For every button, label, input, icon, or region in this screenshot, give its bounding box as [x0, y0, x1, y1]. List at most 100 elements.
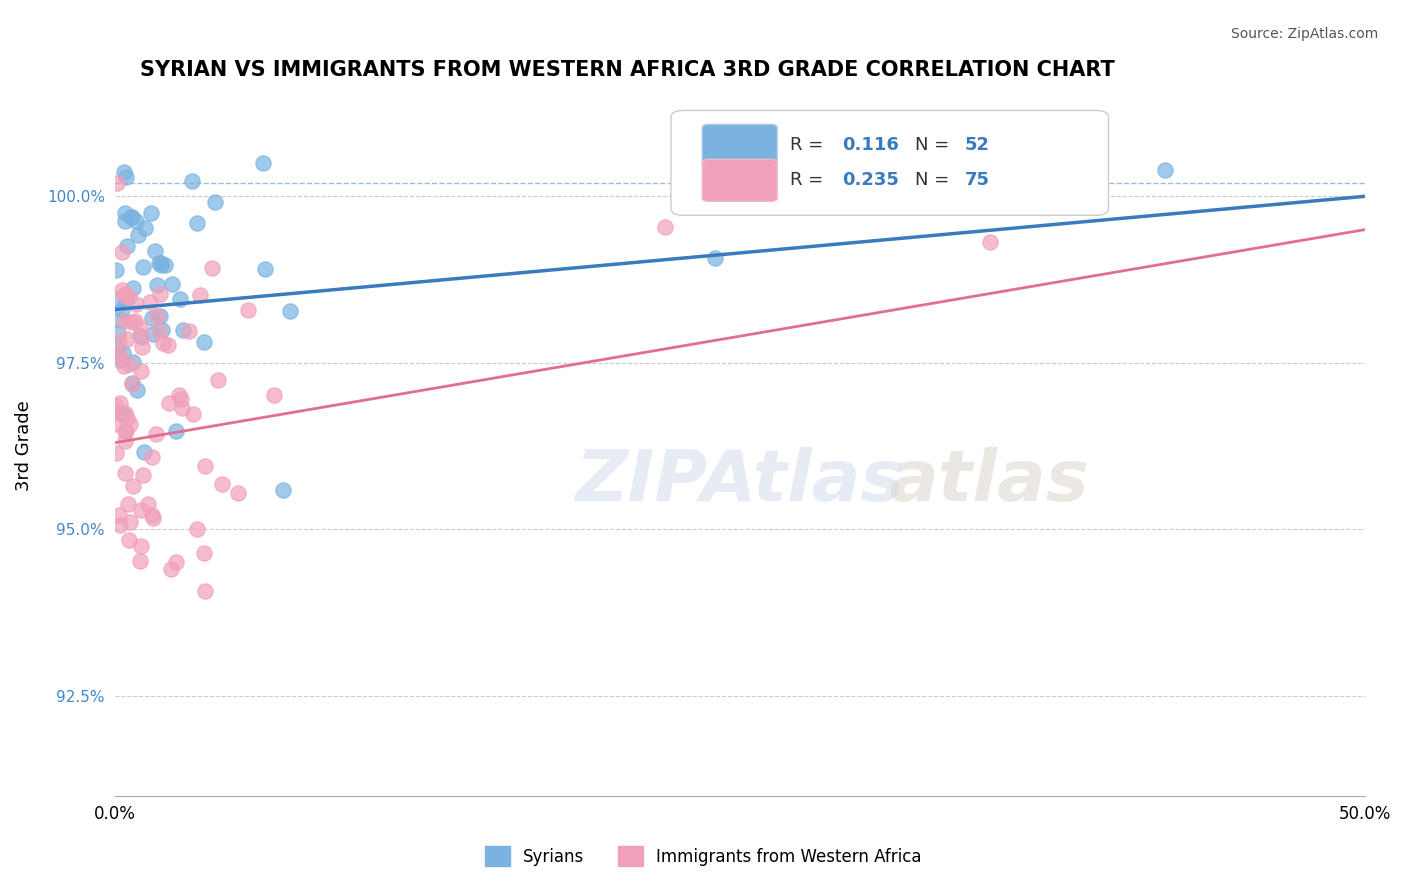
Point	[104, 417, 127, 431]
Point	[134, 221, 156, 235]
Point	[108, 353, 131, 368]
Point	[170, 392, 193, 407]
Text: R =: R =	[790, 171, 828, 189]
Point	[122, 479, 145, 493]
Text: Source: ZipAtlas.com: Source: ZipAtlas.com	[1230, 27, 1378, 41]
Point	[128, 329, 150, 343]
Point	[142, 327, 165, 342]
Point	[114, 293, 136, 308]
Point	[167, 388, 190, 402]
Point	[193, 334, 215, 349]
Text: 75: 75	[965, 171, 990, 189]
Text: ZIPAtlas: ZIPAtlas	[575, 447, 904, 516]
FancyBboxPatch shape	[702, 160, 778, 202]
Point	[114, 434, 136, 449]
Point	[157, 338, 180, 352]
Text: N =: N =	[915, 136, 955, 154]
Point	[115, 424, 138, 438]
Text: R =: R =	[790, 136, 828, 154]
Point	[112, 359, 135, 373]
Point	[129, 503, 152, 517]
Point	[112, 288, 135, 302]
Point	[180, 174, 202, 188]
Point	[108, 312, 131, 326]
Point	[148, 256, 170, 270]
Point	[125, 214, 148, 228]
Point	[129, 364, 152, 378]
Text: SYRIAN VS IMMIGRANTS FROM WESTERN AFRICA 3RD GRADE CORRELATION CHART: SYRIAN VS IMMIGRANTS FROM WESTERN AFRICA…	[139, 60, 1115, 79]
Point	[121, 376, 143, 391]
Point	[120, 211, 142, 225]
Point	[186, 522, 208, 536]
Point	[114, 406, 136, 420]
Point	[136, 497, 159, 511]
Point	[654, 220, 676, 235]
Text: N =: N =	[915, 171, 955, 189]
Point	[149, 287, 172, 301]
Point	[131, 539, 153, 553]
Point	[110, 517, 132, 532]
Point	[172, 401, 194, 415]
Point	[107, 326, 129, 340]
Point	[165, 555, 187, 569]
Point	[112, 346, 135, 360]
Point	[121, 210, 143, 224]
Point	[150, 256, 173, 270]
Text: 0.116: 0.116	[842, 136, 898, 154]
Point	[141, 508, 163, 522]
Point	[226, 486, 249, 500]
Text: 0.235: 0.235	[842, 171, 898, 189]
Point	[165, 425, 187, 439]
Point	[141, 450, 163, 464]
Point	[121, 315, 143, 329]
Point	[194, 458, 217, 473]
Point	[114, 214, 136, 228]
Point	[115, 170, 138, 185]
Text: atlas: atlas	[890, 447, 1090, 516]
Point	[132, 468, 155, 483]
Point	[142, 511, 165, 525]
Point	[108, 395, 131, 409]
Point	[162, 277, 184, 291]
Y-axis label: 3rd Grade: 3rd Grade	[15, 401, 32, 491]
Text: 52: 52	[965, 136, 990, 154]
Point	[111, 283, 134, 297]
Point	[211, 477, 233, 491]
Point	[177, 324, 200, 338]
Point	[149, 258, 172, 272]
Point	[120, 417, 142, 431]
Point	[104, 405, 127, 419]
Point	[129, 554, 152, 568]
Point	[112, 165, 135, 179]
Point	[143, 244, 166, 259]
Point	[153, 258, 176, 272]
Point	[132, 260, 155, 274]
Point	[141, 310, 163, 325]
Point	[105, 399, 128, 413]
Point	[152, 335, 174, 350]
Point	[124, 314, 146, 328]
Point	[111, 303, 134, 318]
Point	[201, 260, 224, 275]
Point	[150, 323, 173, 337]
Point	[1153, 163, 1175, 178]
Point	[107, 292, 129, 306]
Point	[278, 303, 301, 318]
Point	[105, 341, 128, 355]
Point	[145, 427, 167, 442]
Point	[127, 228, 149, 243]
Point	[263, 388, 285, 402]
Point	[115, 332, 138, 346]
Point	[254, 261, 277, 276]
Point	[104, 263, 127, 277]
Point	[157, 396, 180, 410]
Point	[188, 287, 211, 301]
Point	[172, 323, 194, 337]
Point	[139, 205, 162, 219]
Point	[121, 280, 143, 294]
Point	[114, 466, 136, 480]
Point	[131, 330, 153, 344]
Point	[115, 239, 138, 253]
Point	[132, 445, 155, 459]
Point	[149, 309, 172, 323]
